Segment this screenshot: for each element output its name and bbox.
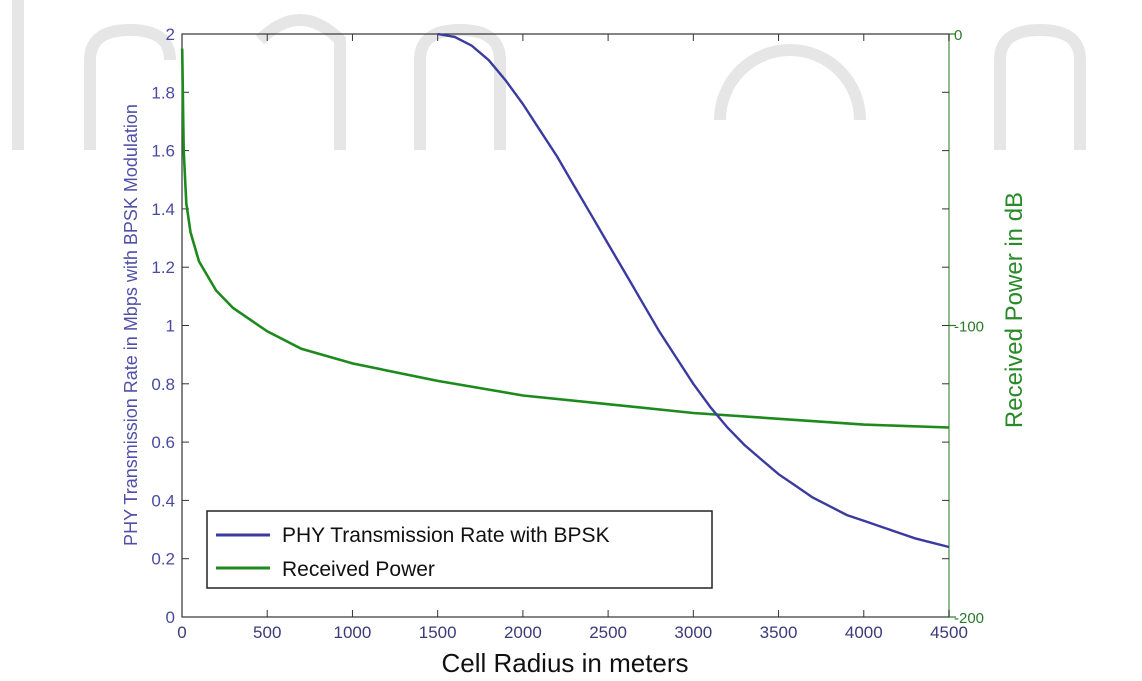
y-left-tick-label: 1 xyxy=(166,317,175,336)
legend-label-received-power: Received Power xyxy=(282,558,435,581)
y-left-tick-label: 0 xyxy=(166,608,175,627)
y-left-tick-label: 0.4 xyxy=(151,491,175,510)
legend-label-phy-rate: PHY Transmission Rate with BPSK xyxy=(282,524,610,547)
x-tick-label: 2500 xyxy=(589,623,627,642)
x-tick-label: 3500 xyxy=(760,623,798,642)
y-left-tick-label: 1.4 xyxy=(151,200,175,219)
legend-box xyxy=(206,510,713,589)
y-left-tick-label: 2 xyxy=(166,25,175,44)
y-left-tick-label: 0.2 xyxy=(151,550,175,569)
tick-labels: 0 500 1000 1500 2000 2500 3000 3500 4000 4500 0 0.2… xyxy=(151,25,984,642)
x-tick-label: 3000 xyxy=(674,623,712,642)
y-left-tick-label: 1.2 xyxy=(151,258,175,277)
y-axis-right-label: Received Power in dB xyxy=(1001,192,1028,428)
x-tick-label: 1500 xyxy=(419,623,457,642)
x-tick-label: 4500 xyxy=(930,623,968,642)
x-tick-label: 500 xyxy=(253,623,281,642)
series-line-phy-rate xyxy=(437,32,950,549)
y-right-tick-label: -100 xyxy=(954,319,984,336)
y-axis-left-label: PHY Transmission Rate in Mbps with BPSK … xyxy=(121,104,141,546)
y-left-tick-label: 0.8 xyxy=(151,375,175,394)
x-axis-label: Cell Radius in meters xyxy=(441,648,688,678)
y-left-tick-label: 1.6 xyxy=(151,142,175,161)
watermark-logo xyxy=(12,0,1086,150)
x-tick-label: 2000 xyxy=(504,623,542,642)
y-left-tick-label: 0.6 xyxy=(151,433,175,452)
y-left-tick-label: 1.8 xyxy=(151,83,175,102)
x-tick-label: 0 xyxy=(177,623,186,642)
axis-ticks xyxy=(181,33,956,618)
y-right-tick-label: -200 xyxy=(954,610,984,627)
y-right-tick-label: 0 xyxy=(954,27,962,44)
legend: PHY Transmission Rate with BPSK Received… xyxy=(206,510,713,589)
series-line-received-power xyxy=(180,48,950,429)
x-tick-label: 1000 xyxy=(334,623,372,642)
x-tick-label: 4000 xyxy=(845,623,883,642)
